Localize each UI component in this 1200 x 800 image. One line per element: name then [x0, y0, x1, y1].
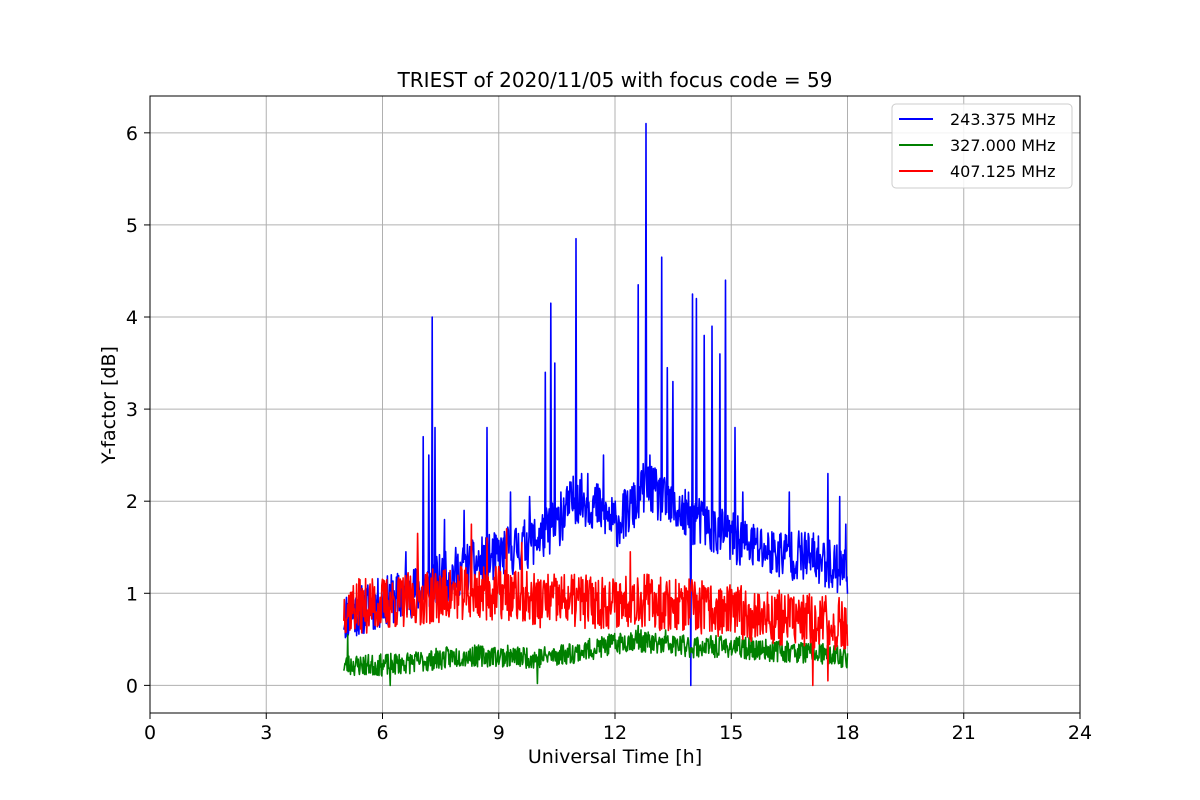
x-tick-label: 24: [1068, 722, 1092, 744]
y-tick-label: 3: [126, 399, 138, 421]
x-tick-label: 0: [144, 722, 156, 744]
legend-label: 243.375 MHz: [950, 110, 1055, 129]
y-axis-label: Y-factor [dB]: [98, 346, 120, 465]
y-tick-label: 5: [126, 215, 138, 237]
chart-title: TRIEST of 2020/11/05 with focus code = 5…: [397, 68, 833, 92]
y-tick-label: 1: [126, 583, 138, 605]
grid: [149, 96, 1081, 713]
x-tick-label: 18: [835, 722, 859, 744]
legend: 243.375 MHz 327.000 MHz 407.125 MHz: [891, 103, 1073, 189]
y-tick-label: 6: [126, 123, 138, 145]
y-tick-label: 4: [126, 307, 138, 329]
series-layer: [343, 122, 849, 687]
x-tick-label: 9: [493, 722, 505, 744]
x-axis: 0 3 6 9 12 15 18 21 24: [144, 713, 1092, 744]
series-line: [343, 624, 849, 687]
y-tick-label: 0: [126, 675, 138, 697]
y-axis: 0 1 2 3 4 5 6: [126, 123, 150, 697]
y-tick-label: 2: [126, 491, 138, 513]
x-tick-label: 6: [376, 722, 388, 744]
x-tick-label: 12: [603, 722, 627, 744]
x-tick-label: 15: [719, 722, 743, 744]
series-line: [343, 122, 849, 687]
legend-box: [891, 103, 1073, 189]
legend-label: 327.000 MHz: [950, 136, 1055, 155]
x-axis-label: Universal Time [h]: [528, 746, 702, 768]
legend-label: 407.125 MHz: [950, 162, 1055, 181]
x-tick-label: 21: [952, 722, 976, 744]
x-tick-label: 3: [260, 722, 272, 744]
series-line: [343, 523, 849, 687]
